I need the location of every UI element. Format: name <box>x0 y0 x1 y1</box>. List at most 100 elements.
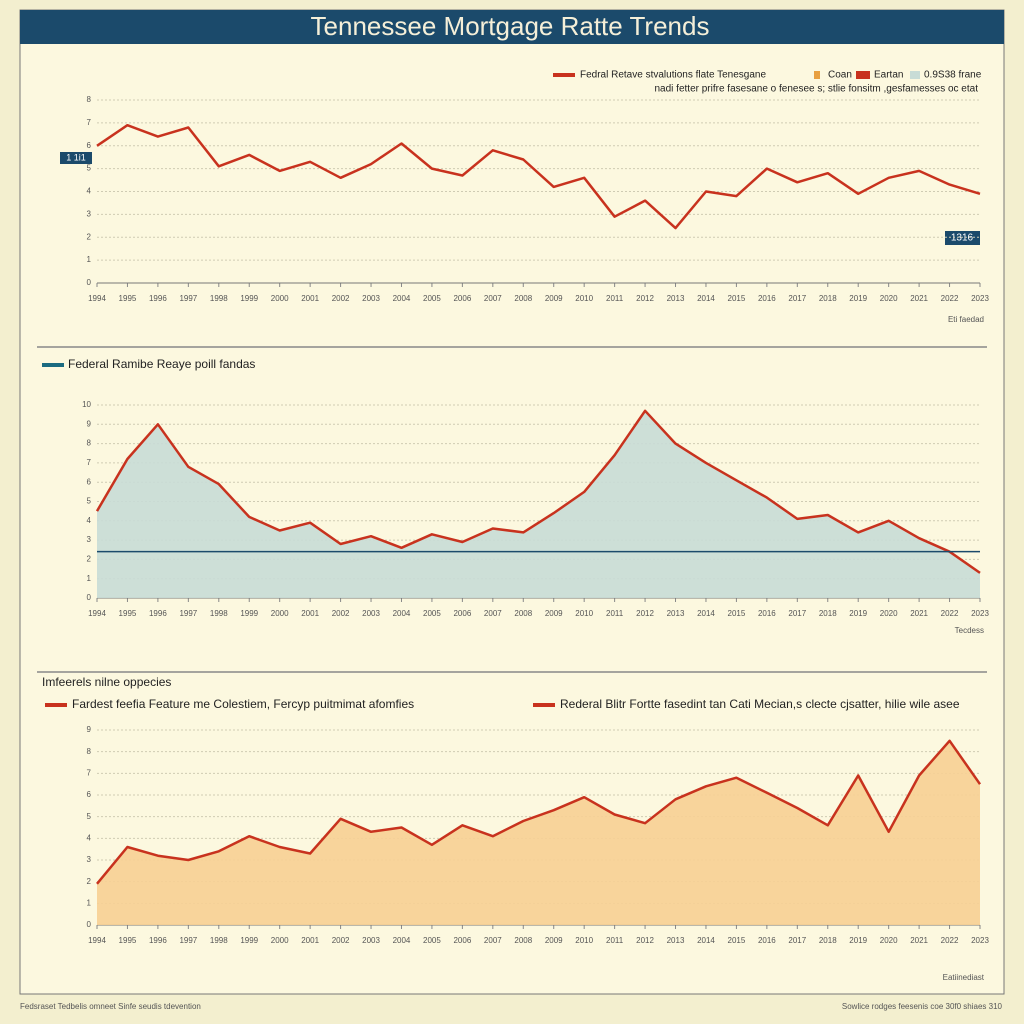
x-tick-label: 2014 <box>697 294 715 303</box>
x-tick-label: 1999 <box>240 936 258 945</box>
x-tick-label: 2023 <box>971 294 989 303</box>
x-tick-label: 1995 <box>119 936 137 945</box>
x-tick-label: 2007 <box>484 609 502 618</box>
y-tick-label: 2 <box>87 232 92 241</box>
x-tick-label: 2010 <box>575 294 593 303</box>
legend-swatch <box>856 71 870 79</box>
x-tick-label: 2022 <box>941 294 959 303</box>
x-tick-label: 2003 <box>362 294 380 303</box>
y-tick-label: 8 <box>87 95 92 104</box>
y-tick-label: 0 <box>87 278 92 287</box>
y-tick-label: 1 <box>87 255 92 264</box>
y-tick-label: 2 <box>87 555 92 564</box>
x-tick-label: 2009 <box>545 609 563 618</box>
x-tick-label: 2001 <box>301 609 319 618</box>
x-tick-label: 2016 <box>758 294 776 303</box>
chart-title: Federal Ramibe Reaye poill fandas <box>68 357 255 371</box>
x-tick-label: 2019 <box>849 936 867 945</box>
x-tick-label: 2019 <box>849 609 867 618</box>
x-tick-label: 2001 <box>301 936 319 945</box>
legend-swatch <box>814 71 820 79</box>
x-tick-label: 2022 <box>941 609 959 618</box>
legend-label: Fedral Retave stvalutions flate Tenesgan… <box>580 70 766 81</box>
y-tick-label: 6 <box>87 141 92 150</box>
y-tick-label: 3 <box>87 209 92 218</box>
x-tick-label: 1996 <box>149 294 167 303</box>
x-tick-label: 2000 <box>271 936 289 945</box>
legend-swatch <box>910 71 920 79</box>
x-tick-label: 2008 <box>514 609 532 618</box>
x-tick-label: 2021 <box>910 609 928 618</box>
x-tick-label: 2023 <box>971 936 989 945</box>
footer-note: Sowlice rodges feesenis coe 30f0 shiaes … <box>842 1002 1003 1011</box>
x-tick-label: 1997 <box>179 609 197 618</box>
x-tick-label: 2013 <box>667 609 685 618</box>
x-tick-label: 2018 <box>819 936 837 945</box>
x-tick-label: 2000 <box>271 294 289 303</box>
legend-label: Fardest feefia Feature me Colestiem, Fer… <box>72 697 414 711</box>
x-tick-label: 2012 <box>636 936 654 945</box>
x-tick-label: 2015 <box>728 609 746 618</box>
x-tick-label: 2012 <box>636 609 654 618</box>
x-tick-label: 2014 <box>697 609 715 618</box>
x-tick-label: 2019 <box>849 294 867 303</box>
x-tick-label: 2023 <box>971 609 989 618</box>
x-tick-label: 2008 <box>514 936 532 945</box>
x-tick-label: 2005 <box>423 294 441 303</box>
page-title: Tennessee Mortgage Ratte Trends <box>311 11 710 41</box>
x-tick-label: 2004 <box>393 294 411 303</box>
x-tick-label: 1996 <box>149 936 167 945</box>
y-tick-label: 5 <box>87 812 92 821</box>
x-tick-label: 1996 <box>149 609 167 618</box>
legend-label: Eartan <box>874 70 903 81</box>
x-tick-label: 2018 <box>819 609 837 618</box>
area <box>97 740 980 925</box>
x-tick-label: 2001 <box>301 294 319 303</box>
x-tick-label: 2009 <box>545 936 563 945</box>
x-tick-label: 2003 <box>362 936 380 945</box>
y-tick-label: 0 <box>87 920 92 929</box>
annotation: 1316 <box>951 233 974 244</box>
x-tick-label: 2004 <box>393 936 411 945</box>
x-tick-label: 1994 <box>88 609 106 618</box>
legend-label: 0.9S38 frane <box>924 70 982 81</box>
annotation-box <box>945 231 980 245</box>
x-tick-label: 1998 <box>210 609 228 618</box>
x-tick-label: 2021 <box>910 294 928 303</box>
x-axis-label: Eti faedad <box>948 315 984 324</box>
x-tick-label: 2012 <box>636 294 654 303</box>
x-tick-label: 2004 <box>393 609 411 618</box>
line <box>96 123 981 230</box>
x-tick-label: 2008 <box>514 294 532 303</box>
y-tick-label: 10 <box>82 400 91 409</box>
x-tick-label: 2010 <box>575 936 593 945</box>
x-tick-label: 2020 <box>880 609 898 618</box>
x-tick-label: 2015 <box>728 294 746 303</box>
x-tick-label: 1994 <box>88 936 106 945</box>
y-tick-label: 8 <box>87 439 92 448</box>
x-tick-label: 2017 <box>788 609 806 618</box>
x-tick-label: 2002 <box>332 609 350 618</box>
y-tick-label: 6 <box>87 790 92 799</box>
y-tick-label: 2 <box>87 877 92 886</box>
x-tick-label: 1995 <box>119 609 137 618</box>
y-tick-label: 0 <box>87 593 92 602</box>
x-tick-label: 2007 <box>484 936 502 945</box>
line <box>96 739 982 885</box>
y-tick-label: 9 <box>87 725 92 734</box>
y-tick-label: 5 <box>87 497 92 506</box>
x-axis-label: Eatiinediast <box>943 973 985 982</box>
x-tick-label: 2017 <box>788 294 806 303</box>
x-tick-label: 1995 <box>119 294 137 303</box>
x-tick-label: 2005 <box>423 936 441 945</box>
x-tick-label: 2011 <box>606 936 624 945</box>
y-tick-label: 3 <box>87 535 92 544</box>
x-tick-label: 1999 <box>240 609 258 618</box>
x-tick-label: 2017 <box>788 936 806 945</box>
chart-subtitle: Rederal Blitr Fortte fasedint tan Cati M… <box>560 697 960 711</box>
x-tick-label: 2000 <box>271 609 289 618</box>
title-bar <box>20 10 1004 44</box>
y-tick-label: 5 <box>87 164 92 173</box>
x-tick-label: 2016 <box>758 609 776 618</box>
